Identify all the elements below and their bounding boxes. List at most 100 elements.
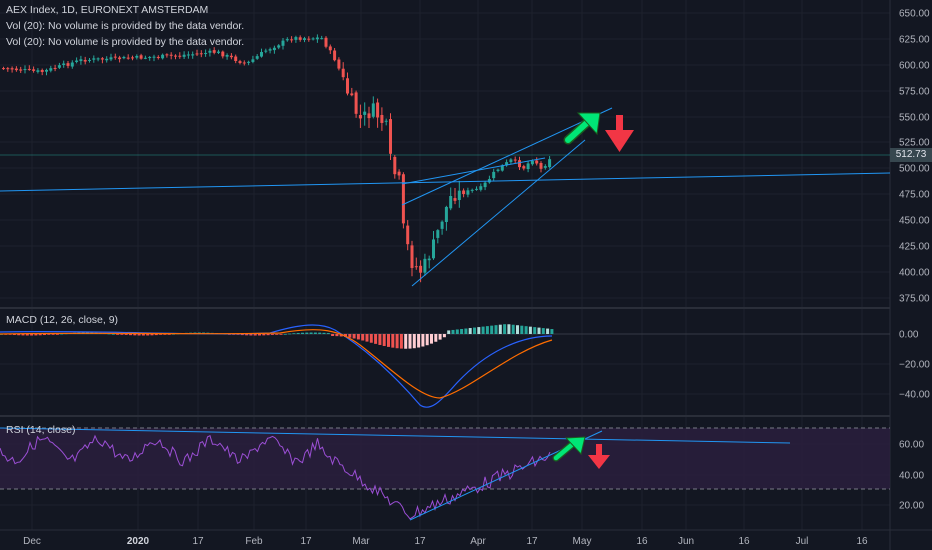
candle-body[interactable] [406,225,410,245]
candle-body[interactable] [19,69,23,71]
candle-body[interactable] [6,68,10,70]
candle-body[interactable] [440,221,444,229]
candle-body[interactable] [294,37,298,40]
candle-body[interactable] [143,57,147,59]
candle-body[interactable] [483,182,487,188]
candle-body[interactable] [457,190,461,201]
candle-body[interactable] [57,65,61,68]
candle-body[interactable] [376,102,380,118]
candle-body[interactable] [419,265,423,273]
candle-body[interactable] [333,50,337,61]
candle-body[interactable] [131,57,134,59]
candle-body[interactable] [255,56,259,59]
candle-body[interactable] [217,51,220,53]
candlestick-series[interactable] [2,34,552,283]
candle-body[interactable] [350,93,354,96]
candle-body[interactable] [165,54,169,56]
candle-body[interactable] [393,156,397,175]
candle-body[interactable] [204,52,208,54]
candle-body[interactable] [281,40,285,46]
candle-body[interactable] [156,56,160,58]
candle-body[interactable] [62,63,66,65]
candle-body[interactable] [518,160,521,168]
candle-body[interactable] [496,169,500,171]
candle-body[interactable] [45,69,48,72]
candle-body[interactable] [307,38,311,40]
macd-signal-line[interactable] [0,329,553,399]
candle-body[interactable] [358,115,362,119]
candle-body[interactable] [492,171,496,179]
candle-body[interactable] [148,57,152,59]
candle-body[interactable] [449,196,453,209]
candle-body[interactable] [410,245,414,268]
candle-body[interactable] [264,50,268,52]
candle-body[interactable] [479,186,483,190]
candle-body[interactable] [208,50,212,53]
candle-body[interactable] [191,54,195,56]
candle-body[interactable] [36,70,40,72]
candle-body[interactable] [285,39,289,41]
candle-body[interactable] [260,52,263,57]
candle-body[interactable] [186,54,190,56]
candle-body[interactable] [105,58,109,61]
candle-body[interactable] [27,68,31,70]
candle-body[interactable] [242,62,246,64]
candle-body[interactable] [311,38,315,40]
candle-body[interactable] [401,174,405,224]
candle-body[interactable] [83,59,87,62]
candle-body[interactable] [229,55,233,58]
candle-body[interactable] [109,57,113,60]
candle-body[interactable] [70,62,74,67]
candle-body[interactable] [2,68,5,70]
volume-legend[interactable]: Vol (20): No volume is provided by the d… [6,36,245,48]
rsi-axis[interactable]: 60.00 40.00 20.00 [899,440,924,512]
candle-body[interactable] [100,58,104,60]
candle-body[interactable] [453,198,457,201]
candle-body[interactable] [371,103,375,117]
macd-axis[interactable]: 0.00 −20.00 −40.00 [899,330,930,401]
candle-body[interactable] [53,67,57,69]
candle-body[interactable] [113,56,117,58]
candle-body[interactable] [290,39,294,41]
candle-body[interactable] [221,51,225,57]
macd-histogram[interactable] [0,324,554,349]
rsi-legend[interactable]: RSI (14, close) [6,424,76,436]
candle-body[interactable] [251,59,255,62]
candle-body[interactable] [135,55,139,58]
candle-body[interactable] [509,159,513,163]
candle-body[interactable] [247,61,251,63]
candle-body[interactable] [539,162,543,169]
candle-body[interactable] [169,54,173,56]
candle-body[interactable] [118,57,122,60]
candle-body[interactable] [315,37,319,40]
volume-legend[interactable]: Vol (20): No volume is provided by the d… [6,20,245,32]
macd-legend[interactable]: MACD (12, 26, close, 9) [6,314,119,326]
candle-body[interactable] [526,163,530,170]
candle-body[interactable] [500,165,504,171]
candle-body[interactable] [341,68,345,78]
candle-body[interactable] [234,56,238,62]
candle-body[interactable] [66,63,70,66]
candle-body[interactable] [513,159,517,161]
candle-body[interactable] [363,111,367,115]
candle-body[interactable] [182,54,186,57]
candle-body[interactable] [346,78,349,94]
candle-body[interactable] [92,58,96,60]
candle-body[interactable] [195,53,199,55]
candle-body[interactable] [212,50,216,53]
candle-body[interactable] [126,57,130,59]
candle-body[interactable] [174,55,177,57]
candle-body[interactable] [470,189,474,191]
candle-body[interactable] [272,47,276,51]
candle-body[interactable] [548,159,552,168]
price-trendlines[interactable] [0,107,891,287]
candle-body[interactable] [75,60,79,62]
candle-body[interactable] [199,53,203,55]
candle-body[interactable] [530,160,534,165]
candle-body[interactable] [178,55,182,57]
candle-body[interactable] [324,37,328,47]
candle-body[interactable] [535,160,539,164]
candle-body[interactable] [423,258,427,273]
candle-body[interactable] [88,59,91,61]
